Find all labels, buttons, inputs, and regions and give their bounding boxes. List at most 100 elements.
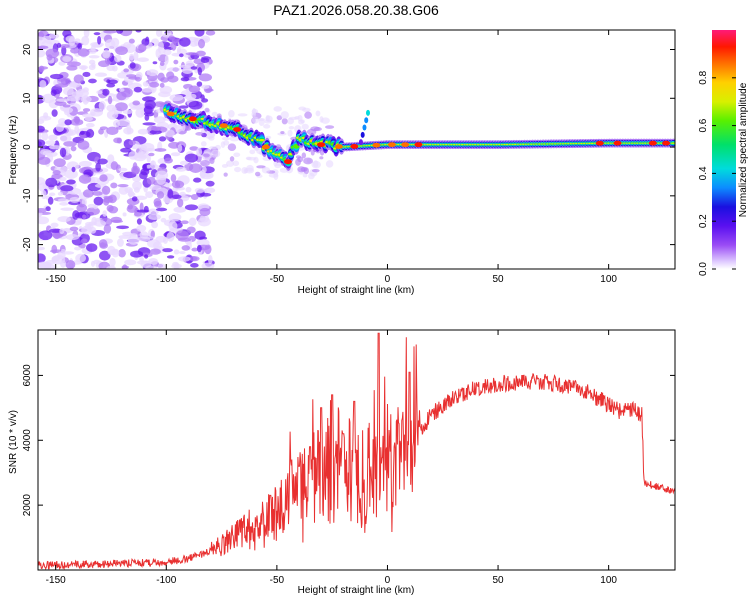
spectrogram-cell [194,187,205,193]
spectrogram-cell [43,112,49,119]
spectrogram-cell [276,115,283,121]
spectrogram-cell [141,87,155,93]
spectrogram-cell [142,236,155,240]
spectrogram-cell [210,149,221,158]
spectrogram-cell [297,115,303,122]
colorbar-tick-label: 0.4 [698,166,709,180]
spectrogram-cell [130,250,144,258]
spectrogram-cell [97,158,108,165]
spectrogram-cell [51,244,58,254]
spectrogram-hotspot [662,140,671,146]
spectrogram-cell [80,238,88,244]
spectrogram-cell [200,57,210,63]
spectrogram-cell [70,145,77,152]
spectrogram-cell [59,44,70,49]
spectrogram-cell [209,146,218,150]
spectrogram-cell [74,125,80,134]
spectrogram-cell [71,166,76,173]
spectrogram-cell [116,225,130,230]
spectrogram-cell [97,35,102,45]
spectrogram-cell [150,230,155,239]
spectrogram-cell [55,123,65,132]
spectrogram-cell [196,239,210,247]
spectrogram-cell [51,85,63,95]
spectrogram-cell [145,191,154,198]
spectrogram-cell [185,52,198,56]
spectrogram-cell [110,161,119,171]
spectrogram-cell [106,83,116,88]
spectrogram-cell [78,160,92,167]
spectrogram-cell [184,153,199,163]
spectrogram-cell [229,156,235,162]
spectrogram-cell [57,216,71,223]
spectrogram-cell [106,110,119,120]
spectrogram-cell [197,67,203,76]
spectrogram-cell [178,105,189,109]
spectrogram-cell [52,169,61,175]
spectrogram-cell [109,257,116,267]
spectrogram-cell [59,201,69,206]
spectrogram-cell [146,164,151,169]
spectrogram-cell [74,246,82,251]
spectrogram-cell [136,224,147,232]
spectrogram-cell [121,265,129,269]
spectrogram-cell [117,118,131,127]
spectrogram-cell [144,114,150,121]
spectrogram-cell [179,191,186,197]
spectrogram-cell [221,136,231,141]
spectrogram-cell [117,184,129,188]
spectrogram-cell [87,203,97,209]
spectrogram-cell [170,40,177,51]
snr-x-tick-label: 0 [385,575,391,586]
spectrogram-cell [234,166,242,173]
spectrogram-cell [111,107,117,111]
spectrogram-cell [106,126,119,136]
spectrogram-cell [118,234,132,239]
spectrogram-cell [154,148,167,152]
spectrogram-hotspot [387,142,396,148]
spectrogram-cell [175,230,189,241]
spectrogram-cell [166,71,175,80]
spectrogram-y-tick-label: 0 [22,144,33,150]
spectrogram-cell [180,77,190,82]
spectrogram-cell [38,125,45,133]
spectrogram-cell [92,191,103,196]
spectrogram-cell [281,118,288,125]
spectrogram-y-tick-label: -10 [22,188,33,203]
spectrogram-cell [189,146,199,151]
snr-y-axis: 2000 4000 6000 [22,364,675,516]
spectrogram-hotspot [648,140,657,146]
spectrogram-frame [37,29,676,270]
spectrogram-x-tick-label: 50 [492,274,504,285]
spectrogram-cell [148,213,162,220]
spectrogram-cell [202,166,207,174]
colorbar-axis: 0.0 0.2 0.4 0.6 0.8 [698,70,736,276]
spectrogram-cell [73,74,84,84]
spectrogram-y-axis: -20 -10 0 10 20 [22,44,675,252]
spectrogram-cell [162,236,169,244]
spectrogram-hotspot [283,159,292,165]
spectrogram-cell [155,207,168,212]
spectrogram-cell [199,192,212,197]
spectrogram-cell [132,100,141,106]
spectrogram-cell [94,72,108,77]
spectrogram-cell [82,189,94,198]
spectrogram-cell [205,88,214,92]
spectrogram-cell [89,226,97,234]
spectrogram-cell [138,144,148,151]
spectrogram-cell [41,190,47,200]
spectrogram-cell [170,152,181,157]
snr-y-tick-label: 6000 [22,364,33,387]
spectrogram-cell [226,160,235,167]
spectrogram-cell [159,82,165,88]
spectrogram-cell [98,239,108,248]
spectrogram-cell [153,116,166,124]
spectrogram-cell [39,79,47,89]
spectrogram-cell [56,98,70,102]
spectrogram-cell [148,152,155,157]
snr-series-line [38,332,675,570]
spectrogram-cell [69,82,79,86]
spectrogram-cell [193,177,202,183]
spectrogram-cell [149,81,160,88]
